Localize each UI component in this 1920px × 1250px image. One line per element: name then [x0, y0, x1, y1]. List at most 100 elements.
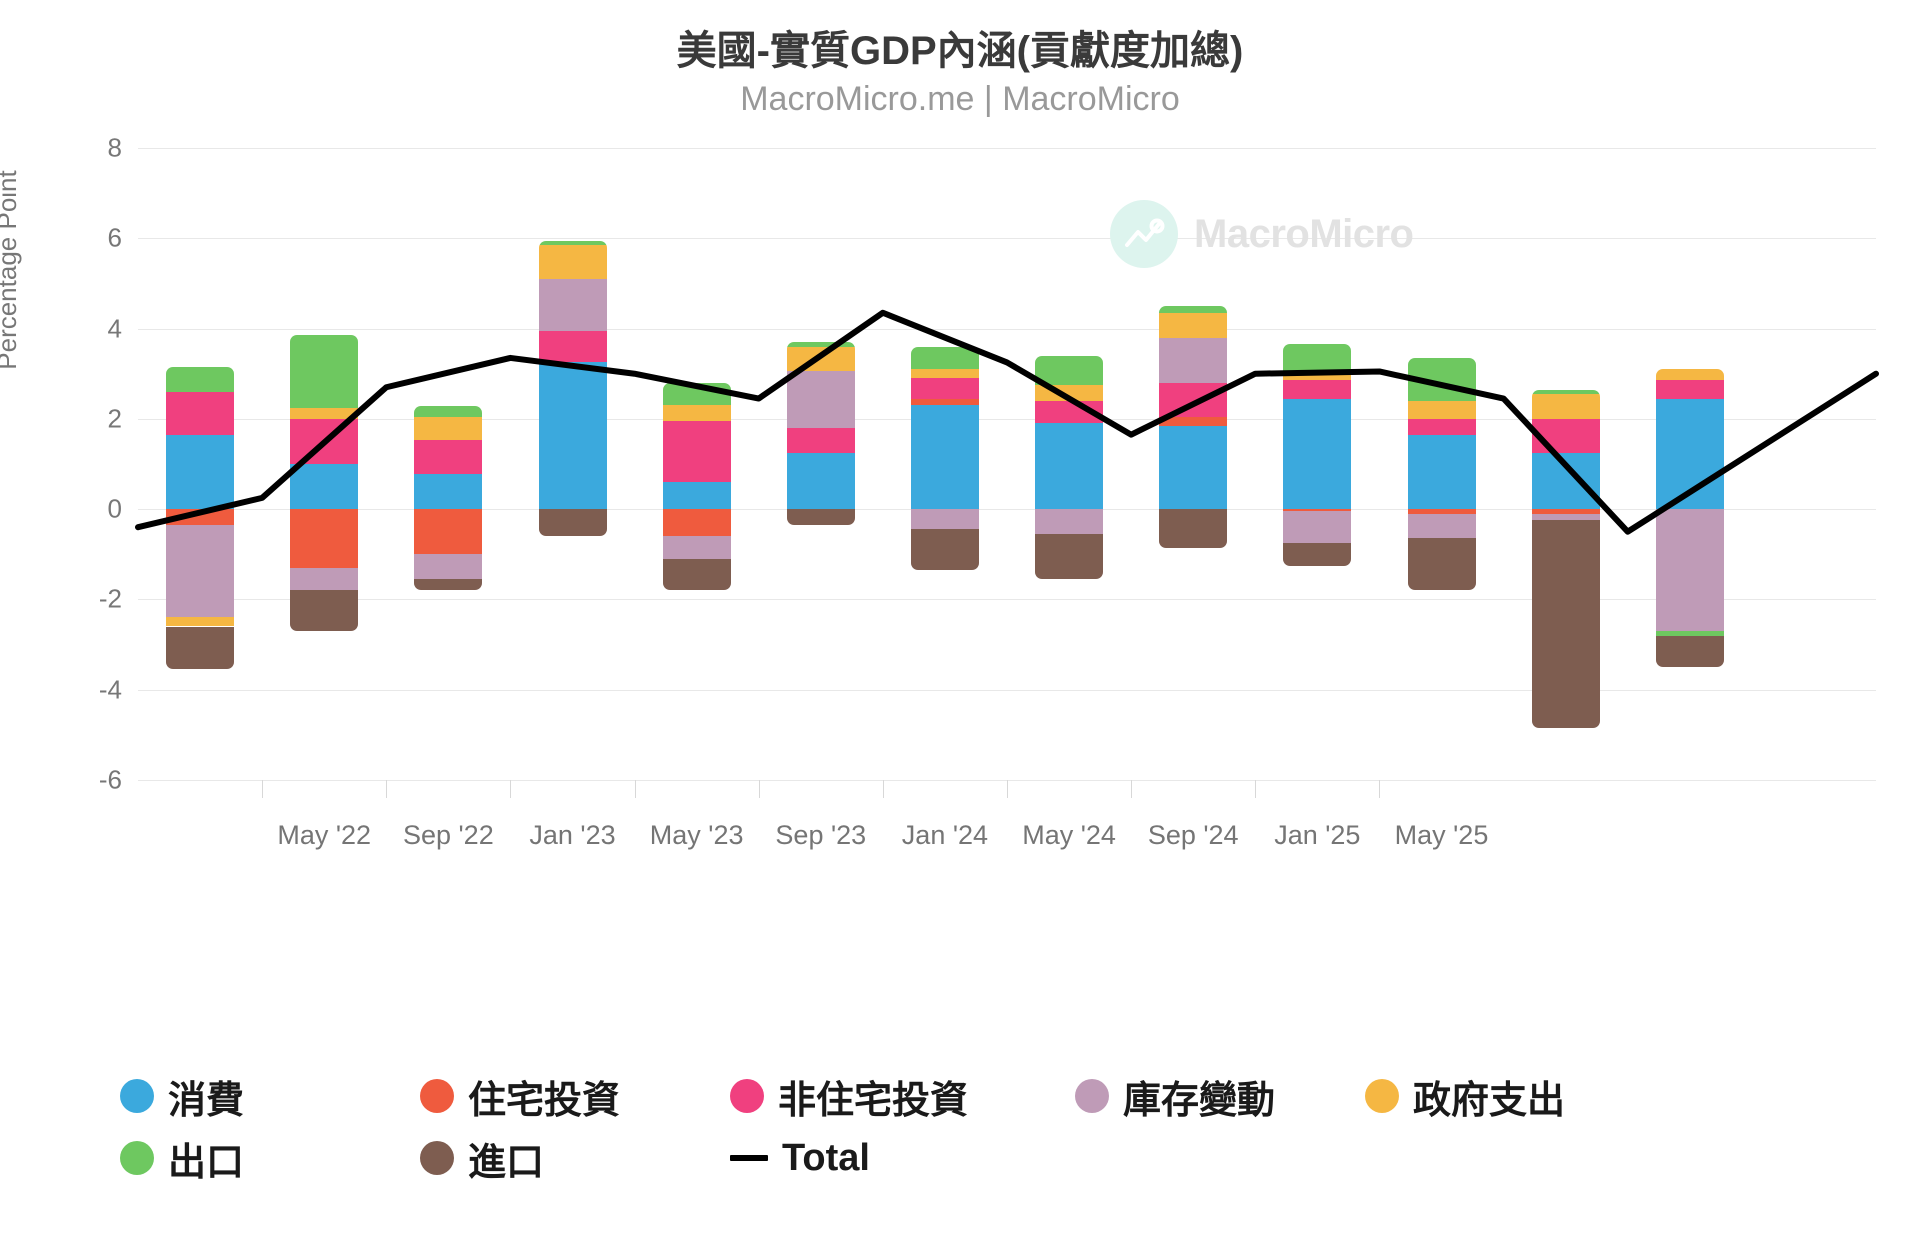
bar-stack [1407, 357, 1476, 591]
legend-line-icon [730, 1155, 768, 1161]
x-axis-tick-label: Jan '24 [901, 820, 989, 850]
bar-segment [662, 405, 731, 422]
legend-item-3[interactable]: 庫存變動 [1075, 1069, 1365, 1124]
legend-dot-icon [120, 1141, 154, 1175]
gridline [138, 148, 1876, 149]
bar-segment [538, 330, 607, 363]
bar-segment [1035, 355, 1104, 385]
bar-segment [414, 417, 483, 441]
bar-segment [786, 371, 855, 428]
plot-area [135, 148, 1879, 781]
bar-stack [910, 346, 979, 571]
bar-segment [1159, 509, 1228, 548]
bar-stack [786, 342, 855, 525]
x-axis-tick [882, 780, 884, 798]
x-axis-tick-label: Sep '24 [1147, 820, 1239, 850]
bar-group[interactable] [290, 335, 359, 631]
legend-label: 住宅投資 [468, 1079, 621, 1122]
bar-segment [662, 509, 731, 537]
bar-group[interactable] [786, 342, 855, 525]
bar-group[interactable] [1407, 357, 1476, 591]
bar-stack [1159, 306, 1228, 548]
x-axis-tick [758, 780, 760, 798]
x-axis-tick [1379, 780, 1381, 798]
gridline [138, 328, 1876, 330]
bar-segment [414, 473, 483, 510]
bar-segment [290, 567, 359, 591]
gridline [138, 509, 1876, 511]
bar-segment [1655, 635, 1724, 668]
bar-group[interactable] [1531, 389, 1600, 729]
bar-segment [166, 617, 235, 627]
bar-segment [1159, 416, 1228, 426]
legend-label: 非住宅投資 [778, 1079, 969, 1122]
bar-segment [1283, 509, 1352, 512]
bar-segment [414, 406, 483, 418]
bar-group[interactable] [414, 406, 483, 591]
bar-segment [910, 509, 979, 530]
bar-segment [910, 405, 979, 510]
bar-segment [662, 421, 731, 483]
legend-dot-icon [730, 1079, 764, 1113]
chart-title: 美國-實質GDP內涵(貢獻度加總) [676, 29, 1244, 73]
bar-segment [1407, 513, 1476, 539]
bar-segment [290, 407, 359, 419]
bar-segment [414, 440, 483, 474]
bar-segment [786, 427, 855, 453]
bar-segment [166, 434, 235, 510]
bar-segment [1655, 369, 1724, 381]
bar-group[interactable] [910, 346, 979, 571]
bar-group[interactable] [1035, 355, 1104, 580]
legend-item-1[interactable]: 住宅投資 [420, 1069, 730, 1124]
bar-segment [1159, 306, 1228, 313]
x-axis-tick-label: Sep '23 [775, 820, 867, 850]
total-line-path [135, 309, 1879, 535]
bar-segment [290, 590, 359, 631]
bar-segment [538, 362, 607, 510]
bar-segment [662, 536, 731, 559]
bar-segment [910, 378, 979, 399]
legend-dot-icon [120, 1079, 154, 1113]
legend-label: 政府支出 [1413, 1079, 1566, 1122]
bar-segment [1531, 520, 1600, 729]
bar-segment [1159, 425, 1228, 510]
legend-item-total[interactable]: Total [730, 1137, 1075, 1180]
bar-segment [414, 579, 483, 591]
bar-stack [662, 382, 731, 591]
bar-group[interactable] [1283, 344, 1352, 566]
bar-group[interactable] [538, 240, 607, 537]
x-axis-tick [1131, 780, 1133, 798]
bar-segment [414, 554, 483, 580]
bar-segment [1035, 509, 1104, 534]
y-axis-tick-label: 6 [107, 222, 122, 253]
bar-segment [1407, 509, 1476, 514]
legend-item-2[interactable]: 非住宅投資 [730, 1069, 1075, 1124]
legend-item-4[interactable]: 政府支出 [1365, 1069, 1645, 1124]
bar-group[interactable] [662, 382, 731, 591]
bar-segment [1531, 513, 1600, 521]
gridline [138, 689, 1876, 691]
bar-segment [1407, 434, 1476, 510]
bar-group[interactable] [1159, 306, 1228, 548]
bar-segment [786, 509, 855, 525]
bar-segment [1283, 511, 1352, 543]
bar-segment [538, 509, 607, 537]
x-axis-tick-label: May '23 [649, 820, 744, 850]
legend-item-0[interactable]: 出口 [120, 1131, 420, 1186]
bar-group[interactable] [166, 366, 235, 670]
legend-dot-icon [1075, 1079, 1109, 1113]
bar-segment [1531, 394, 1600, 419]
legend-label: 進口 [468, 1141, 545, 1184]
legend-item-0[interactable]: 消費 [120, 1069, 420, 1124]
y-axis-tick-label: 8 [107, 132, 122, 163]
bar-segment [1159, 312, 1228, 338]
bar-segment [662, 558, 731, 591]
bar-segment [166, 626, 235, 670]
bar-segment [1283, 542, 1352, 566]
bar-segment [166, 391, 235, 435]
legend-item-1[interactable]: 進口 [420, 1131, 730, 1186]
y-axis-tick-label: -4 [98, 674, 122, 705]
legend-label: Total [782, 1136, 870, 1179]
bar-stack [414, 406, 483, 591]
